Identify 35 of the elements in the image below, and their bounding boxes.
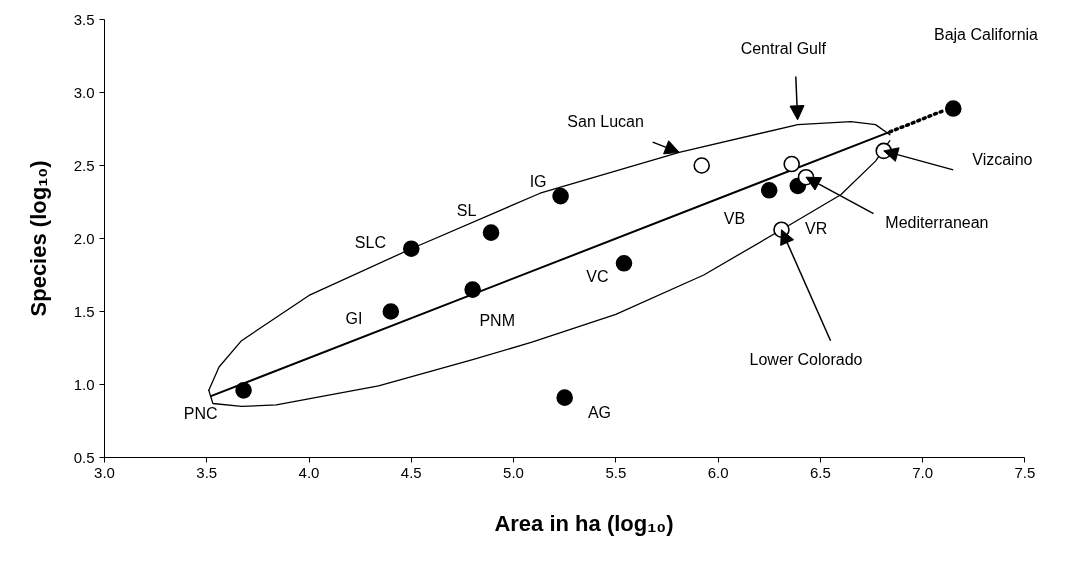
y-tick-label: 1.5 [73,302,95,320]
y-tick-label: 0.5 [73,448,95,466]
annotation: PNC [183,405,218,423]
x-tick-label: 6.0 [707,463,729,481]
x-tick-label: 7.0 [912,463,934,481]
x-tick-label: 3.5 [196,463,218,481]
x-tick-label: 5.0 [503,463,524,481]
x-tick-label: 4.5 [400,463,422,481]
annotation: Vizcaino [972,151,1033,169]
y-tick-label: 1.0 [73,375,95,393]
y-tick-label: 3.5 [73,10,95,28]
annotation: VC [586,267,609,285]
annotation: Lower Colorado [749,351,863,369]
annotation: VR [805,219,828,237]
x-tick-label: 4.0 [298,463,320,481]
annotation: Central Gulf [740,40,827,58]
x-axis-title: Area in ha (log₁₀) [494,510,674,536]
x-tick-label: 3.0 [94,463,115,481]
y-tick-label: 3.0 [73,83,95,101]
annotation: GI [345,310,363,328]
annotation: SL [456,202,477,220]
annotation: SLC [354,234,386,252]
y-tick-label: 2.5 [73,156,95,174]
annotation: Baja California [933,25,1039,43]
y-tick-label: 2.0 [73,229,95,247]
annotation: Mediterranean [885,213,989,231]
annotation: PNM [479,311,515,329]
annotation: IG [529,173,547,191]
y-axis-title: Species (log₁₀) [25,160,51,317]
x-tick-label: 5.5 [605,463,627,481]
annotation: VB [723,209,746,227]
x-tick-label: 7.5 [1014,463,1036,481]
annotation: AG [587,403,612,421]
x-tick-label: 6.5 [809,463,831,481]
annotation: San Lucan [567,113,644,131]
